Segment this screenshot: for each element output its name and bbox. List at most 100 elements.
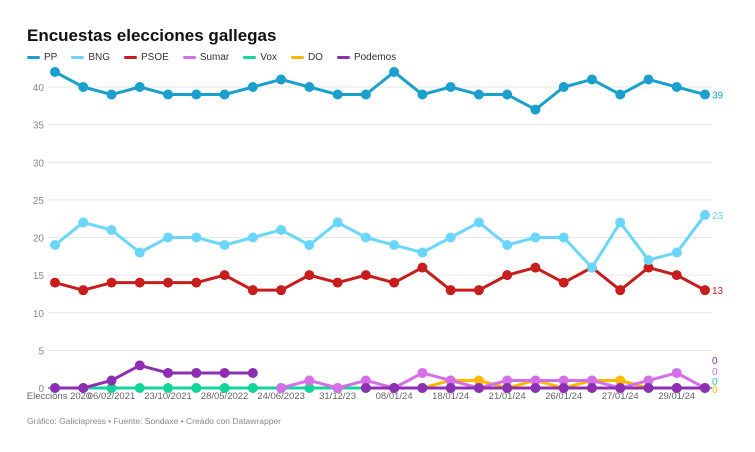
- data-point-podemos: [558, 383, 569, 393]
- legend-swatch: [336, 56, 350, 59]
- y-tick-label: 40: [33, 83, 45, 94]
- data-point-psoe: [247, 285, 258, 296]
- end-label-bng: 23: [712, 211, 724, 222]
- data-point-podemos: [615, 383, 626, 393]
- legend-item: Vox: [243, 52, 277, 63]
- y-tick-label: 25: [33, 196, 45, 207]
- data-point-psoe: [78, 285, 89, 296]
- data-point-bng: [106, 224, 117, 235]
- data-point-bng: [50, 240, 60, 251]
- series-line-sumar: [280, 371, 706, 390]
- data-point-pp: [473, 89, 484, 100]
- data-point-vox: [304, 383, 315, 393]
- data-point-bng: [360, 232, 371, 243]
- data-point-pp: [332, 89, 343, 100]
- data-point-vox: [219, 383, 230, 393]
- data-point-podemos: [134, 360, 145, 371]
- data-point-pp: [445, 82, 456, 92]
- legend-label: PSOE: [141, 52, 169, 63]
- y-tick-label: 35: [33, 121, 45, 132]
- data-point-sumar: [304, 375, 315, 386]
- y-tick-label: 20: [33, 234, 45, 245]
- data-point-pp: [615, 89, 626, 100]
- data-point-bng: [586, 262, 597, 273]
- legend-item: DO: [290, 52, 323, 63]
- data-point-sumar: [360, 375, 371, 386]
- data-point-podemos: [473, 383, 484, 393]
- data-point-bng: [558, 232, 569, 243]
- data-point-podemos: [445, 383, 456, 393]
- data-point-pp: [304, 82, 315, 92]
- data-point-psoe: [304, 270, 315, 281]
- y-tick-label: 15: [33, 271, 45, 282]
- data-point-vox: [134, 383, 145, 393]
- data-point-psoe: [219, 270, 230, 281]
- data-point-podemos: [502, 383, 513, 393]
- data-point-psoe: [134, 277, 145, 288]
- data-point-pp: [191, 89, 202, 100]
- data-point-pp: [700, 89, 710, 100]
- data-point-podemos: [78, 383, 89, 393]
- data-point-pp: [558, 82, 569, 92]
- data-point-podemos: [163, 367, 174, 378]
- data-point-pp: [530, 104, 541, 115]
- data-point-do: [615, 375, 626, 386]
- data-point-bng: [671, 247, 682, 258]
- data-point-bng: [276, 224, 287, 235]
- data-point-podemos: [700, 383, 710, 393]
- legend-item: PSOE: [124, 52, 169, 63]
- legend: PP BNG PSOE Sumar Vox DO Podemos: [27, 52, 396, 63]
- series-line-psoe: [54, 266, 706, 292]
- x-tick-label: 31/12/23: [319, 391, 356, 402]
- end-label-psoe: 13: [712, 286, 724, 297]
- y-tick-label: 5: [38, 346, 44, 357]
- data-point-bng: [247, 232, 258, 243]
- data-point-bng: [332, 217, 343, 228]
- data-point-sumar: [445, 375, 456, 386]
- legend-item: PP: [27, 52, 57, 63]
- data-point-sumar: [671, 367, 682, 378]
- data-point-psoe: [360, 270, 371, 281]
- data-point-psoe: [50, 277, 60, 288]
- data-point-podemos: [671, 383, 682, 393]
- data-point-psoe: [276, 285, 287, 296]
- data-point-psoe: [389, 277, 400, 288]
- data-point-sumar: [417, 367, 428, 378]
- data-point-podemos: [417, 383, 428, 393]
- data-point-vox: [163, 383, 174, 393]
- data-point-sumar: [332, 383, 343, 393]
- data-point-pp: [219, 89, 230, 100]
- data-point-psoe: [163, 277, 174, 288]
- data-point-psoe: [106, 277, 117, 288]
- end-label-podemos: 0: [712, 356, 718, 367]
- end-label-do: 0: [712, 385, 718, 396]
- legend-swatch: [71, 56, 85, 59]
- x-tick-label: 23/10/2021: [144, 391, 192, 402]
- chart-title: Encuestas elecciones gallegas: [27, 26, 277, 45]
- x-tick-label: 18/01/24: [432, 391, 469, 402]
- legend-label: BNG: [88, 52, 111, 63]
- data-point-bng: [163, 232, 174, 243]
- legend-item: BNG: [71, 52, 110, 63]
- data-point-podemos: [389, 383, 400, 393]
- data-point-pp: [163, 89, 174, 100]
- data-point-bng: [304, 240, 315, 251]
- data-point-bng: [700, 209, 710, 220]
- data-point-vox: [106, 383, 117, 393]
- data-point-psoe: [558, 277, 569, 288]
- data-point-bng: [615, 217, 626, 228]
- data-point-pp: [586, 74, 597, 85]
- x-tick-label: Eleccións 2020: [27, 391, 91, 402]
- legend-swatch: [243, 56, 257, 59]
- end-label-sumar: 0: [712, 367, 718, 378]
- data-point-pp: [360, 89, 371, 100]
- data-point-bng: [530, 232, 541, 243]
- data-point-bng: [417, 247, 428, 258]
- data-point-vox: [247, 383, 258, 393]
- data-point-pp: [417, 89, 428, 100]
- data-point-pp: [276, 74, 287, 85]
- y-tick-label: 10: [33, 309, 45, 320]
- data-point-psoe: [502, 270, 513, 281]
- data-point-podemos: [530, 383, 541, 393]
